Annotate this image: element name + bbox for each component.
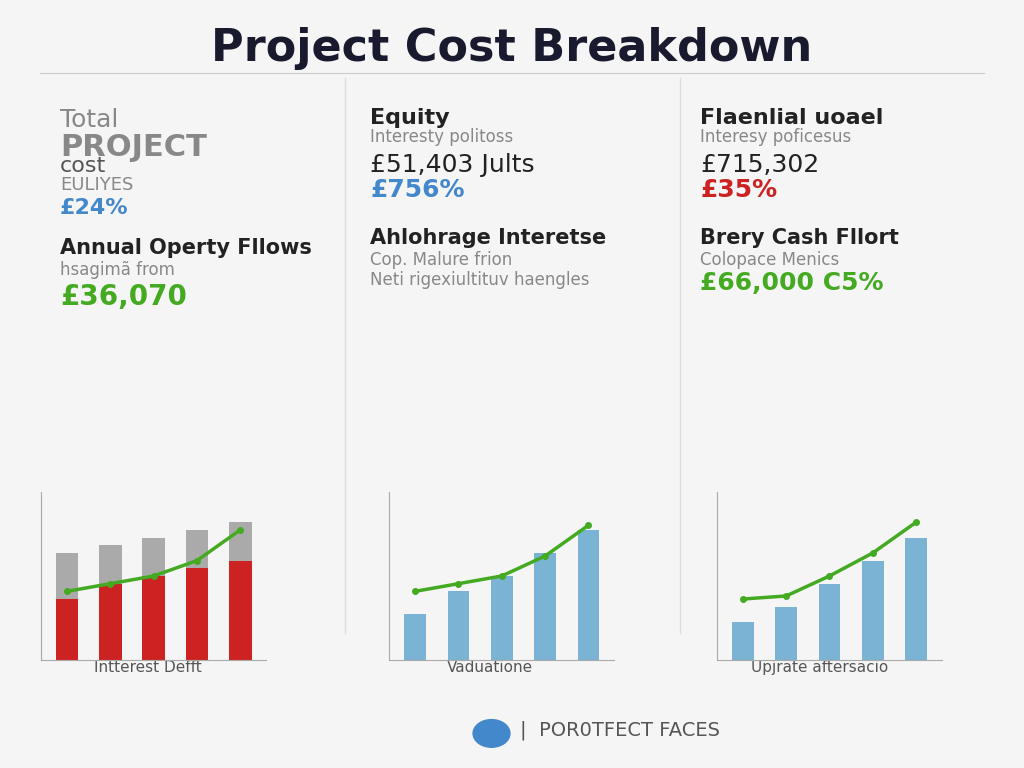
Text: Cop. Malure frion: Cop. Malure frion — [370, 251, 512, 269]
Text: Neti rigexiultituv haengles: Neti rigexiultituv haengles — [370, 271, 590, 289]
Bar — [447, 591, 469, 660]
Bar — [55, 599, 78, 660]
Text: £35%: £35% — [700, 178, 777, 202]
Bar — [535, 553, 556, 660]
Text: £51,403 Jults: £51,403 Jults — [370, 153, 535, 177]
Text: Colopace Menics: Colopace Menics — [700, 251, 840, 269]
Text: Brery Cash Fllort: Brery Cash Fllort — [700, 228, 899, 248]
Text: Ahlohrage Interetse: Ahlohrage Interetse — [370, 228, 606, 248]
Bar — [905, 538, 927, 660]
Text: £756%: £756% — [370, 178, 465, 202]
Text: Total: Total — [60, 108, 119, 132]
Text: Equity: Equity — [370, 108, 450, 128]
Text: Flaenlial uoael: Flaenlial uoael — [700, 108, 884, 128]
Text: ⊙: ⊙ — [483, 720, 500, 740]
Bar — [99, 584, 122, 660]
Bar — [229, 561, 252, 660]
Bar — [818, 584, 841, 660]
Text: £715,302: £715,302 — [700, 153, 819, 177]
Text: Vaduatione: Vaduatione — [446, 660, 534, 675]
Bar — [732, 622, 754, 660]
Text: EULIYES: EULIYES — [60, 176, 133, 194]
Text: £66,000 C5%: £66,000 C5% — [700, 271, 884, 295]
Text: Annual Operty Fllows: Annual Operty Fllows — [60, 238, 312, 258]
Text: £24%: £24% — [60, 198, 129, 218]
Bar — [490, 576, 513, 660]
Text: Upjrate aftersacio: Upjrate aftersacio — [752, 660, 889, 675]
Bar — [99, 545, 122, 584]
Text: Interesty politoss: Interesty politoss — [370, 128, 513, 146]
Bar — [185, 530, 208, 568]
Text: hsagimã from: hsagimã from — [60, 261, 175, 279]
Text: cost: cost — [60, 156, 106, 176]
Bar — [142, 538, 165, 576]
Text: £36,070: £36,070 — [60, 283, 186, 311]
Text: |  POR0TFECT FACES: | POR0TFECT FACES — [520, 720, 720, 740]
Bar — [578, 530, 599, 660]
Bar — [185, 568, 208, 660]
Bar — [229, 522, 252, 561]
Text: PROJECT: PROJECT — [60, 133, 207, 162]
Bar — [775, 607, 797, 660]
Bar — [862, 561, 884, 660]
Bar — [404, 614, 426, 660]
Bar — [142, 576, 165, 660]
Text: Interesy poficesus: Interesy poficesus — [700, 128, 851, 146]
Text: Intterest Defft: Intterest Defft — [94, 660, 202, 675]
Bar — [55, 553, 78, 599]
Text: Project Cost Breakdown: Project Cost Breakdown — [211, 27, 813, 69]
